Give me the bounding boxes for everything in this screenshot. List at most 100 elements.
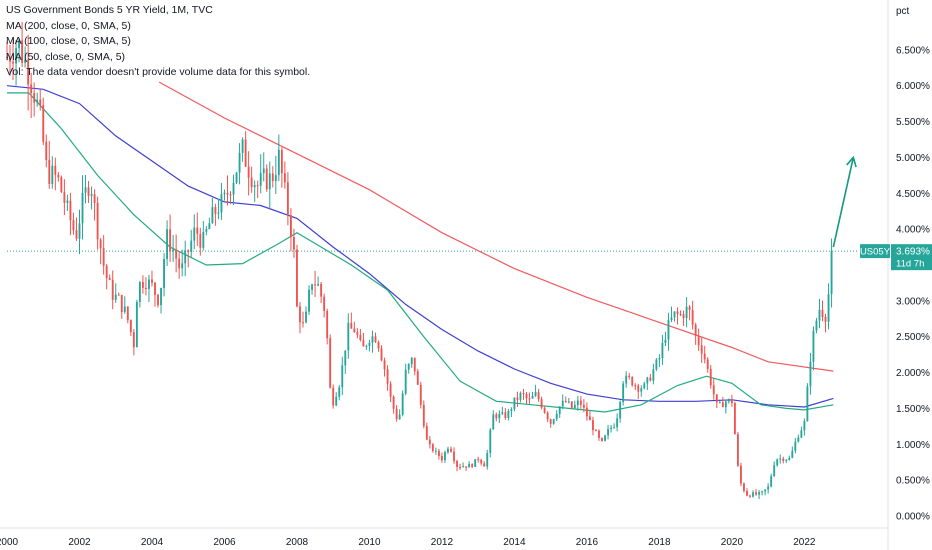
candle xyxy=(715,394,718,409)
candle xyxy=(534,384,537,397)
candle xyxy=(528,392,531,404)
candle xyxy=(549,418,552,428)
candle xyxy=(803,418,806,436)
candle xyxy=(504,408,507,420)
candle xyxy=(643,381,646,390)
candle xyxy=(353,321,356,333)
candle xyxy=(459,463,461,470)
candle xyxy=(229,191,232,205)
volume-note: Vol: The data vendor doesn't provide vol… xyxy=(6,66,311,78)
candle xyxy=(12,37,14,81)
candle xyxy=(670,306,673,323)
ma50-legend[interactable]: MA (50, close, 0, SMA, 5) xyxy=(6,50,126,63)
candle xyxy=(646,376,649,391)
y-tick-label: 1.500% xyxy=(896,404,930,415)
x-tick-label: 2008 xyxy=(286,537,309,548)
candle xyxy=(93,189,96,221)
candle xyxy=(746,488,748,497)
candle xyxy=(141,275,144,294)
candle xyxy=(172,234,175,262)
y-tick-label: 2.000% xyxy=(896,368,930,379)
candle xyxy=(585,402,588,421)
candle xyxy=(39,89,42,111)
candle xyxy=(274,155,277,194)
candle xyxy=(407,363,410,374)
candle xyxy=(604,434,606,442)
candle xyxy=(283,161,286,189)
candle xyxy=(588,410,591,421)
symbol-badge[interactable]: US05Y xyxy=(860,244,891,259)
candle xyxy=(299,301,301,334)
candle xyxy=(480,458,483,466)
candle xyxy=(733,401,736,435)
candle xyxy=(214,203,217,226)
candle xyxy=(688,305,691,321)
candle xyxy=(809,352,812,395)
candle xyxy=(416,368,419,386)
candle xyxy=(721,396,724,408)
candle xyxy=(576,395,579,411)
candle xyxy=(419,381,422,409)
y-tick-label: 5.000% xyxy=(896,153,930,164)
candle xyxy=(703,345,706,364)
x-tick-label: 2010 xyxy=(358,537,381,548)
candle xyxy=(262,152,265,182)
candle xyxy=(770,473,773,488)
candle xyxy=(791,446,794,459)
candle xyxy=(434,447,437,455)
candle xyxy=(169,214,172,262)
candle xyxy=(525,392,528,405)
candle xyxy=(190,229,193,259)
candle xyxy=(806,383,809,422)
candle xyxy=(767,483,770,494)
candle xyxy=(685,297,688,328)
candle xyxy=(631,376,634,387)
candle xyxy=(90,186,93,210)
candle xyxy=(253,180,256,202)
candle xyxy=(540,396,543,410)
candle xyxy=(483,461,486,467)
candle xyxy=(613,423,616,429)
candle xyxy=(513,397,516,412)
candle xyxy=(450,446,452,453)
candle xyxy=(601,437,603,442)
candle xyxy=(57,172,60,182)
candle xyxy=(794,438,797,454)
candle xyxy=(610,424,613,433)
candle xyxy=(75,217,78,242)
candle xyxy=(700,337,703,363)
candle xyxy=(652,363,655,385)
candle xyxy=(81,175,84,240)
candle xyxy=(154,281,156,307)
candle xyxy=(486,449,489,470)
candle xyxy=(235,171,238,185)
candle xyxy=(78,209,81,255)
candle xyxy=(21,21,24,68)
candle xyxy=(779,454,782,464)
candle xyxy=(132,329,135,356)
candle xyxy=(380,345,383,362)
x-tick-label: 2006 xyxy=(213,537,236,548)
candle xyxy=(440,452,443,463)
candle xyxy=(447,446,449,454)
candle xyxy=(437,448,440,460)
candle xyxy=(425,422,428,440)
candle xyxy=(727,398,730,404)
candle xyxy=(552,418,555,425)
candle xyxy=(18,38,21,63)
candle xyxy=(108,274,111,281)
candle xyxy=(667,312,670,351)
candle xyxy=(649,373,652,382)
candle xyxy=(123,296,126,314)
candle xyxy=(625,371,628,388)
candle xyxy=(6,41,8,61)
projection-arrow[interactable] xyxy=(832,155,857,248)
candle xyxy=(395,405,398,422)
x-tick-label: 2000 xyxy=(0,537,19,548)
y-tick-label: 2.500% xyxy=(896,332,930,343)
ma200-legend[interactable]: MA (200, close, 0, SMA, 5) xyxy=(6,19,131,32)
candle xyxy=(184,240,187,277)
candle xyxy=(326,308,329,345)
ma100-legend[interactable]: MA (100, close, 0, SMA, 5) xyxy=(6,35,131,47)
